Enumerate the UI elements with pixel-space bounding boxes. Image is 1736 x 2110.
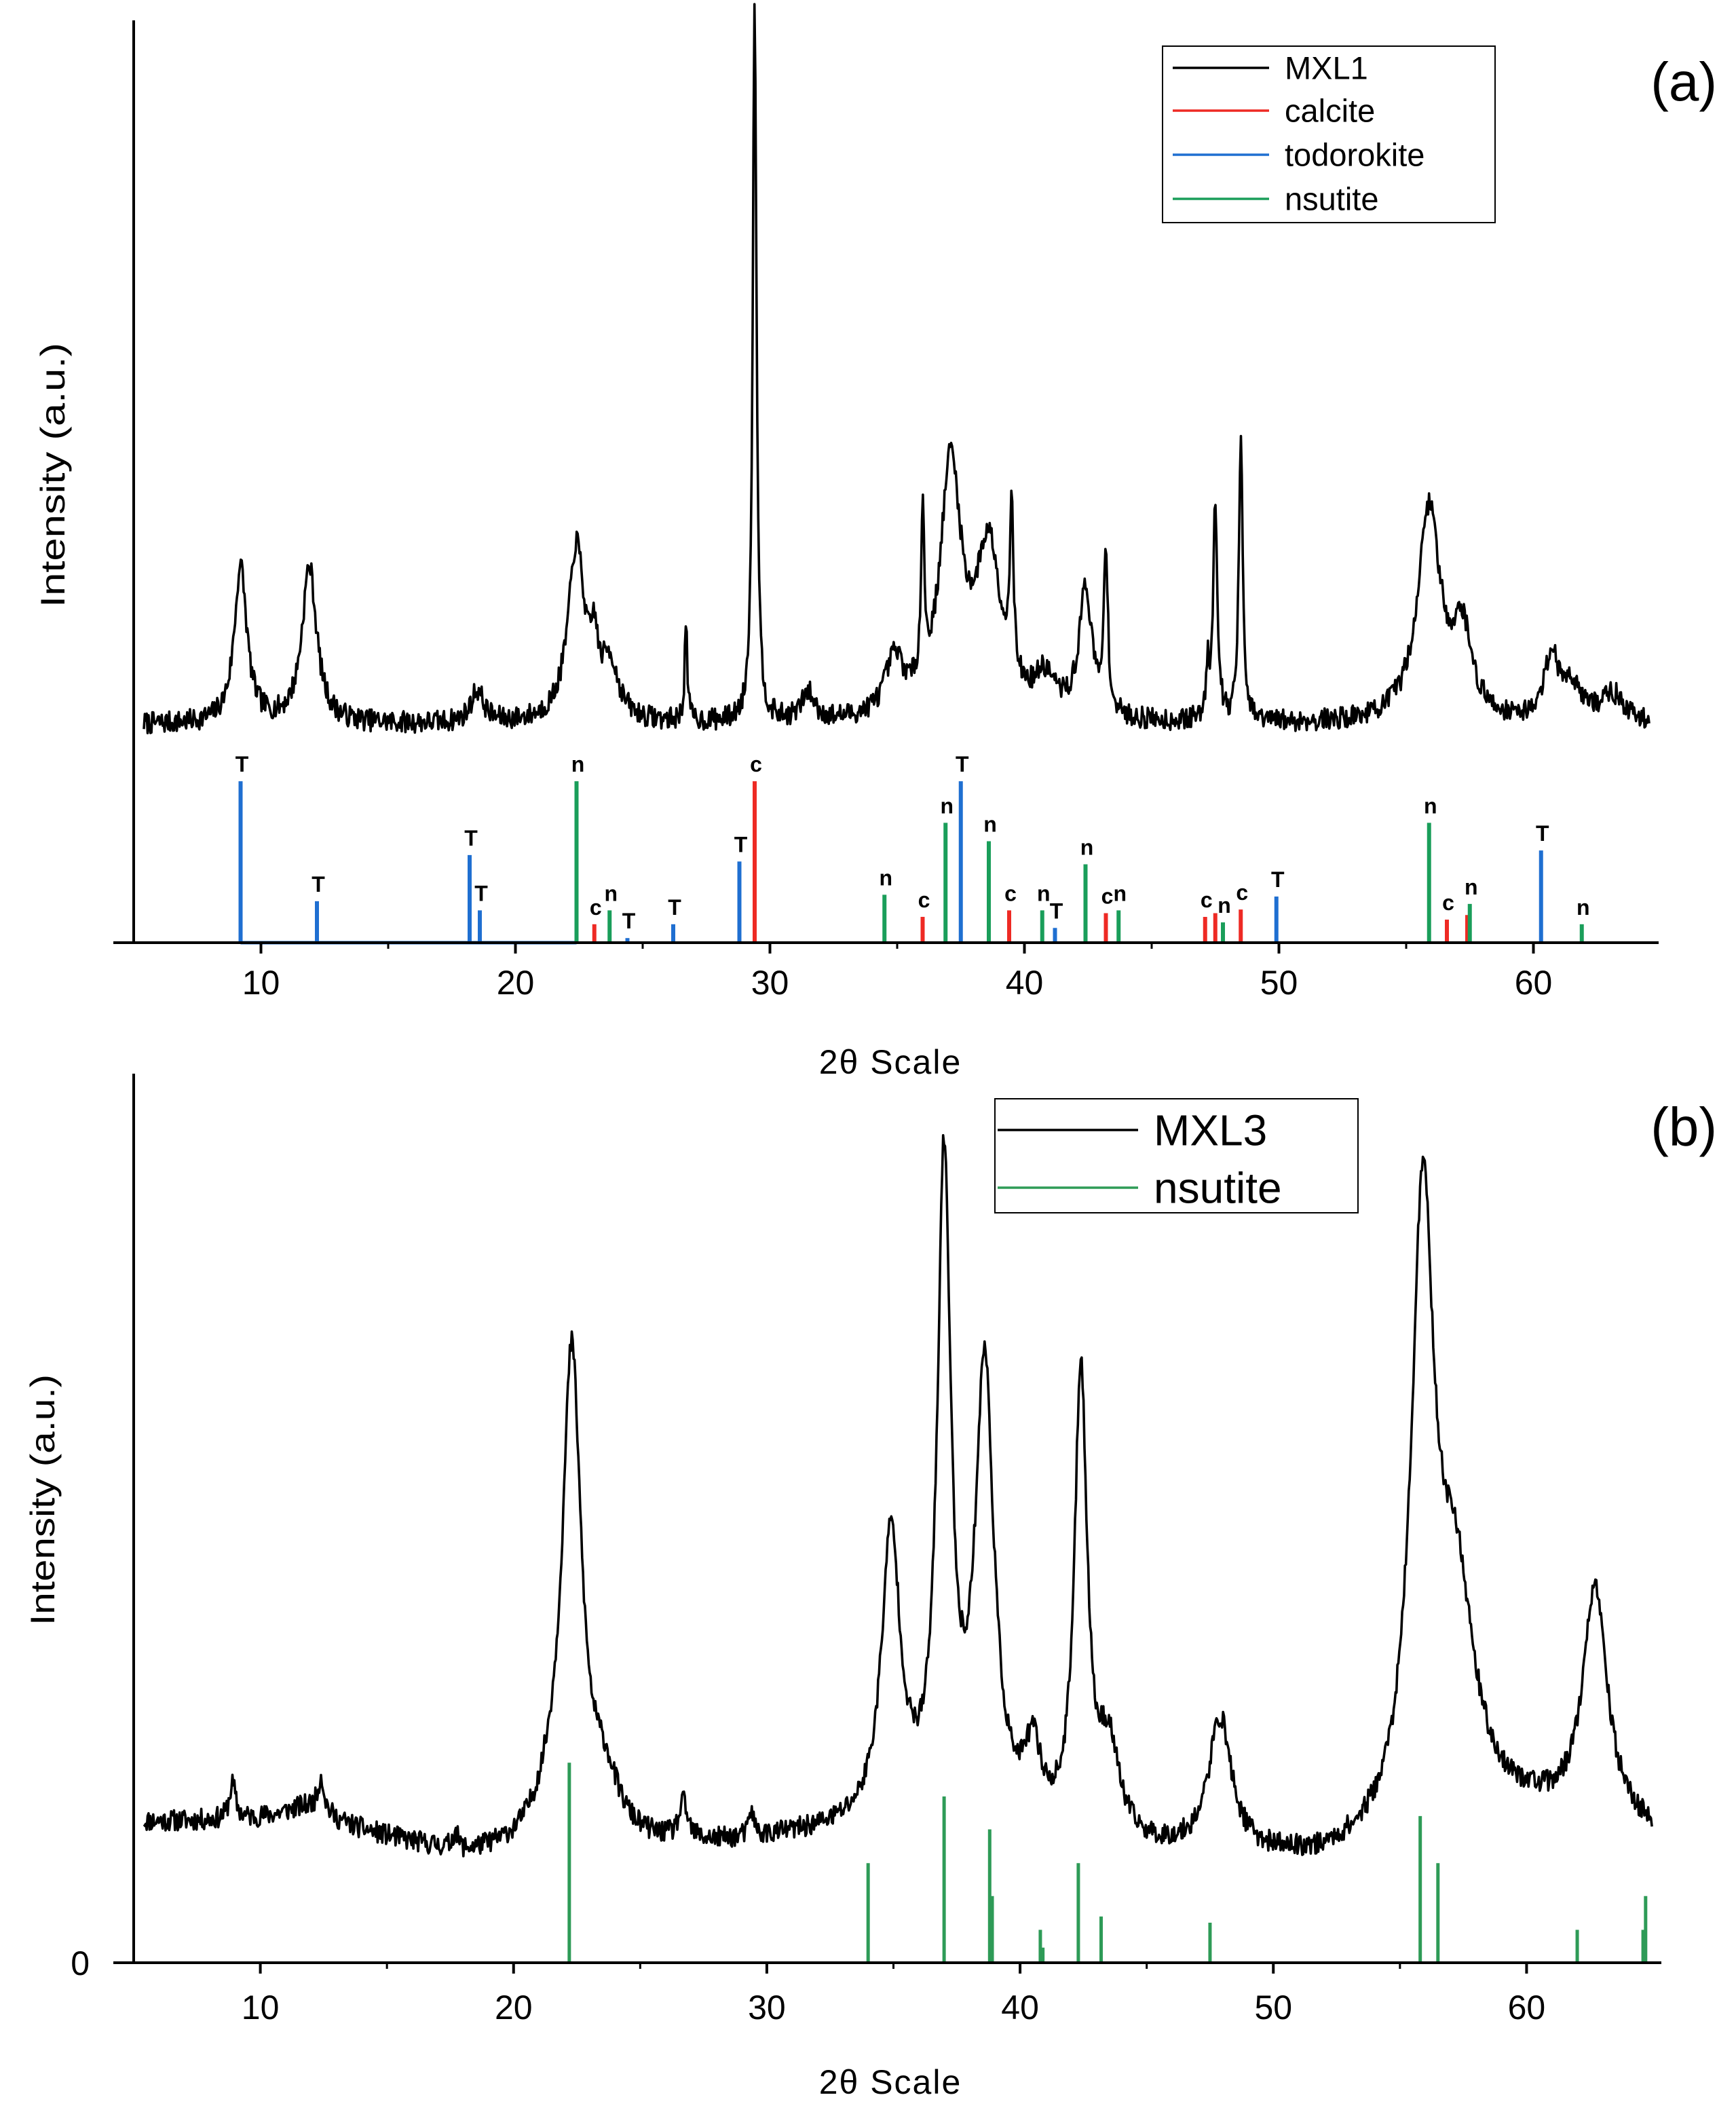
panel-b-reference-sticks [567,1763,1648,1963]
x-tick-label: 60 [1508,1989,1546,2027]
nsutite-stick-label: n [1080,835,1094,859]
nsutite-stick-label: n [571,752,585,776]
calcite-stick-label: c [1442,890,1454,915]
todorokite-stick-label: T [1536,821,1549,846]
nsutite-stick-label: n [1577,895,1590,920]
legend-label-todorokite: todorokite [1285,136,1424,172]
todorokite-stick-label: T [668,895,681,920]
nsutite-stick-label: n [983,812,997,837]
panel-b-y-axis-label: Intensity (a.u.) [24,1374,62,1625]
calcite-stick-label: c [1236,880,1248,905]
panel-b: 10 20 30 40 50 60 0 MXL3 nsutite (b) 2θ Scale I… [24,1074,1717,2101]
x-tick-label: 10 [242,1989,280,2027]
nsutite-stick-label: n [879,865,892,890]
nsutite-stick-label: n [1465,875,1478,899]
calcite-stick-label: c [590,895,602,920]
calcite-stick-label: c [918,888,930,912]
nsutite-stick-label: n [1113,881,1127,905]
x-tick-label: 40 [1001,1989,1039,2027]
panel-b-label: (b) [1650,1097,1717,1157]
nsutite-stick-label: n [940,793,954,818]
legend-box [1162,45,1496,223]
todorokite-stick-label: T [956,752,969,776]
legend-label-nsutite: nsutite [1154,1163,1282,1212]
legend-label-mxl3: MXL3 [1154,1106,1267,1154]
todorokite-stick-label: T [474,881,488,905]
panel-b-x-axis-label: 2θ Scale [819,2063,962,2101]
nsutite-stick-label: n [1037,881,1051,905]
panel-b-legend: MXL3 nsutite [994,1098,1359,1213]
todorokite-stick-label: T [734,832,748,856]
x-tick-label: 60 [1515,964,1553,1002]
calcite-stick-label: c [750,752,762,776]
panel-a-x-axis-label: 2θ Scale [819,1043,962,1081]
x-tick-label: 20 [497,964,535,1002]
x-tick-label: 30 [751,964,789,1002]
mxl1-pattern-line [143,3,1650,734]
nsutite-stick-label: n [604,881,618,905]
legend-label-nsutite: nsutite [1285,181,1378,216]
legend-label-mxl1: MXL1 [1285,50,1368,86]
calcite-stick-label: c [1201,888,1213,912]
x-tick-label: 30 [748,1989,786,2027]
calcite-stick-label: c [1004,881,1017,905]
nsutite-stick-label: n [1424,793,1437,818]
nsutite-stick-label: n [1218,893,1231,918]
panel-a-legend: MXL1 calcite todorokite nsutite [1162,45,1496,223]
x-tick-label: 10 [242,964,280,1002]
x-tick-label: 50 [1254,1989,1292,2027]
todorokite-stick-label: T [622,909,636,933]
todorokite-stick-label: T [1271,867,1285,892]
x-tick-label: 50 [1260,964,1298,1002]
panel-a-y-axis-label: Intensity (a.u.) [34,343,72,607]
x-tick-label: 40 [1006,964,1044,1002]
todorokite-stick-label: T [464,826,478,850]
calcite-stick-label: c [1101,884,1114,909]
panel-a-label: (a) [1650,52,1717,112]
legend-label-calcite: calcite [1285,92,1375,128]
mxl3-pattern-line [143,1134,1653,1858]
legend-box [994,1098,1359,1213]
todorokite-stick-label: T [312,872,325,897]
todorokite-stick-label: T [1050,899,1063,923]
panel-b-axes: 10 20 30 40 50 60 0 [71,1074,1661,2027]
y-tick-label: 0 [71,1944,90,1982]
todorokite-stick-label: T [235,752,249,776]
x-tick-label: 20 [495,1989,533,2027]
panel-a-axes: 10 20 30 40 50 60 [113,20,1659,1002]
